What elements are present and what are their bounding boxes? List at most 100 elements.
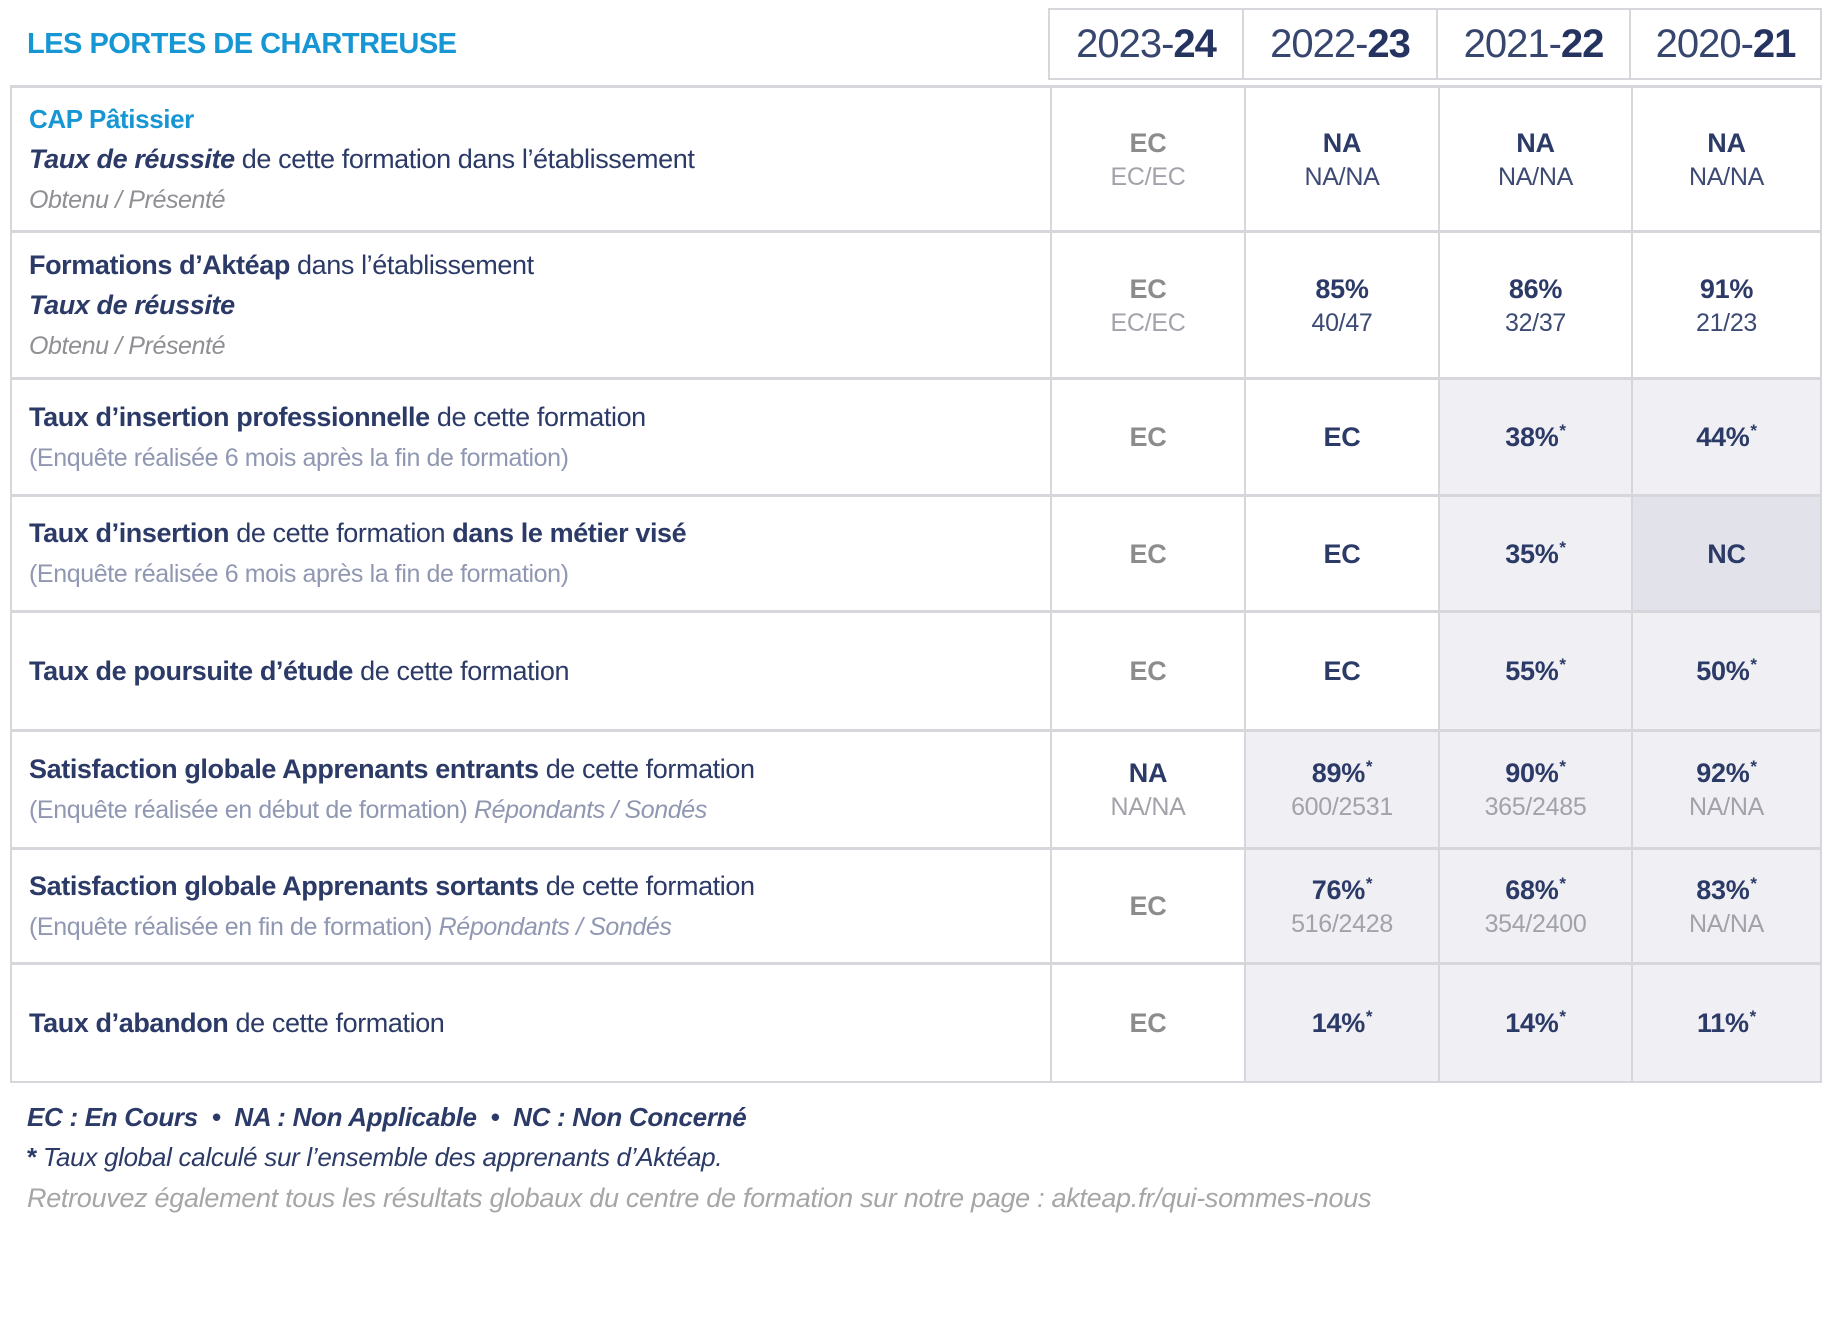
cell-value: EC (1324, 422, 1361, 452)
label-line: (Enquête réalisée en fin de formation) R… (29, 906, 1030, 947)
label-segment: de cette formation (353, 656, 570, 686)
label-segment: dans l’établissement (289, 249, 534, 280)
cell-value-text: 50% (1696, 656, 1750, 686)
footnote-star-mark: * (1750, 655, 1757, 674)
table-row: Satisfaction globale Apprenants sortants… (12, 850, 1820, 965)
label-segment: (Enquête réalisée 6 mois après la fin de… (29, 443, 569, 472)
table-row: Taux d’insertion de cette formation dans… (12, 497, 1820, 613)
label-line: Satisfaction globale Apprenants sortants… (29, 866, 1030, 906)
value-cell: 14%* (1438, 965, 1631, 1081)
footnote-star-mark: * (1559, 537, 1566, 557)
cell-value: 55%* (1505, 655, 1566, 686)
cell-value: EC (1130, 1008, 1167, 1038)
label-segment: Satisfaction globale Apprenants entrants (29, 754, 539, 784)
value-cell: 50%* (1631, 613, 1820, 729)
value-cell: 90%* 365/2485 (1438, 732, 1631, 847)
label-line: Taux de réussite (29, 285, 1030, 325)
value-cell: 38%* (1438, 380, 1631, 494)
value-cell: NA NA/NA (1050, 732, 1244, 847)
footnote-star-mark: * (1750, 421, 1757, 440)
cell-subvalue: NA/NA (1498, 162, 1573, 191)
label-line: Taux d’insertion professionnelle de cett… (29, 397, 1030, 437)
legend-line: EC : En Cours • NA : Non Applicable • NC… (27, 1102, 747, 1132)
cell-value: EC (1324, 539, 1361, 569)
cell-value: 38%* (1505, 421, 1566, 452)
cell-value: 92%* (1696, 757, 1757, 788)
label-segment: (Enquête réalisée en début de formation) (29, 796, 475, 824)
value-cell: 55%* (1438, 613, 1631, 729)
year-prefix: 2023- (1076, 21, 1174, 66)
table-row: Satisfaction globale Apprenants entrants… (12, 732, 1820, 850)
value-cell: EC (1050, 850, 1244, 962)
value-cell: EC EC/EC (1050, 233, 1244, 377)
value-cell: 86% 32/37 (1438, 233, 1631, 377)
cell-value-text: NA (1707, 127, 1746, 158)
row-label: Satisfaction globale Apprenants sortants… (12, 850, 1050, 962)
label-line: Taux de poursuite d’étude de cette forma… (29, 651, 1030, 691)
cell-value: 11%* (1697, 1007, 1757, 1038)
year-header-cell-2020-21: 2020- 21 (1629, 8, 1822, 80)
year-header-cell-2023-24: 2023- 24 (1048, 8, 1244, 80)
website-line: Retrouvez également tous les résultats g… (27, 1183, 1372, 1213)
cell-value-text: EC (1129, 538, 1167, 569)
label-line: Taux d’abandon de cette formation (29, 1003, 1030, 1043)
value-cell: 68%* 354/2400 (1438, 850, 1631, 962)
cell-value: EC (1130, 274, 1167, 304)
year-header-cell-2021-22: 2021- 22 (1436, 8, 1631, 80)
cell-value-text: EC (1323, 656, 1361, 686)
value-cell: EC (1050, 965, 1244, 1081)
cell-value: 91% (1700, 274, 1753, 304)
row-label: CAP Pâtissier Taux de réussite de cette f… (12, 88, 1050, 230)
value-cell: EC (1244, 497, 1438, 610)
cell-value: 44%* (1696, 421, 1757, 452)
label-segment: (Enquête réalisée en fin de formation) (29, 912, 439, 941)
label-line: CAP Pâtissier (29, 99, 1030, 139)
label-segment: Formations d’Aktéap (29, 249, 290, 280)
year-prefix: 2021- (1463, 21, 1562, 66)
label-line: Taux d’insertion de cette formation dans… (29, 513, 1030, 553)
year-suffix: 22 (1560, 21, 1604, 66)
cell-value-text: NA (1516, 127, 1555, 158)
footnote-star: * (27, 1142, 37, 1172)
label-segment: de cette formation (429, 401, 646, 432)
cell-value-text: 44% (1696, 422, 1750, 452)
footnote-star-mark: * (1750, 873, 1757, 893)
year-header-cell-2022-23: 2022- 23 (1242, 8, 1438, 80)
footnote-star-mark: * (1559, 421, 1566, 440)
cell-value-text: 38% (1505, 422, 1559, 452)
footer: EC : En Cours • NA : Non Applicable • NC… (10, 1097, 1823, 1219)
cell-subvalue: NA/NA (1689, 162, 1764, 191)
cell-value: 89%* (1312, 757, 1373, 788)
footnote-star-mark: * (1749, 1007, 1757, 1026)
value-cell: 35%* (1438, 497, 1631, 610)
cell-value: 14%* (1505, 1007, 1566, 1038)
footnote-text: Taux global calculé sur l’ensemble des a… (42, 1142, 723, 1172)
cell-value: NC (1707, 539, 1746, 569)
cell-value-text: 85% (1315, 273, 1369, 304)
cell-value-text: EC (1323, 422, 1361, 452)
label-line: (Enquête réalisée 6 mois après la fin de… (29, 553, 1030, 594)
label-segment: de cette formation (229, 518, 453, 548)
cell-value: 83%* (1696, 873, 1757, 905)
title-cell: LES PORTES DE CHARTREUSE (10, 8, 1050, 80)
label-segment: Obtenu / Présenté (29, 185, 226, 214)
label-segment: Taux d’insertion (29, 518, 230, 548)
value-cell: 14%* (1244, 965, 1438, 1081)
cell-value-text: NA (1128, 758, 1168, 788)
value-cell: 83%* NA/NA (1631, 850, 1820, 962)
value-cell: NA NA/NA (1244, 88, 1438, 230)
label-line: (Enquête réalisée 6 mois après la fin de… (29, 437, 1030, 478)
row-label: Taux d’abandon de cette formation (12, 965, 1050, 1081)
footnote-star-mark: * (1750, 757, 1757, 776)
row-label: Taux de poursuite d’étude de cette forma… (12, 613, 1050, 729)
value-cell: 85% 40/47 (1244, 233, 1438, 377)
label-segment: Satisfaction globale Apprenants sortants (29, 870, 539, 901)
cell-value: NA (1323, 128, 1362, 158)
value-cell: 91% 21/23 (1631, 233, 1820, 377)
cell-value-text: EC (1129, 273, 1167, 304)
cell-value-text: EC (1129, 891, 1167, 921)
cell-value-text: 68% (1505, 874, 1559, 905)
cell-subvalue: 600/2531 (1291, 793, 1393, 821)
cell-value: EC (1130, 539, 1167, 569)
label-segment: de cette formation (228, 1008, 445, 1038)
